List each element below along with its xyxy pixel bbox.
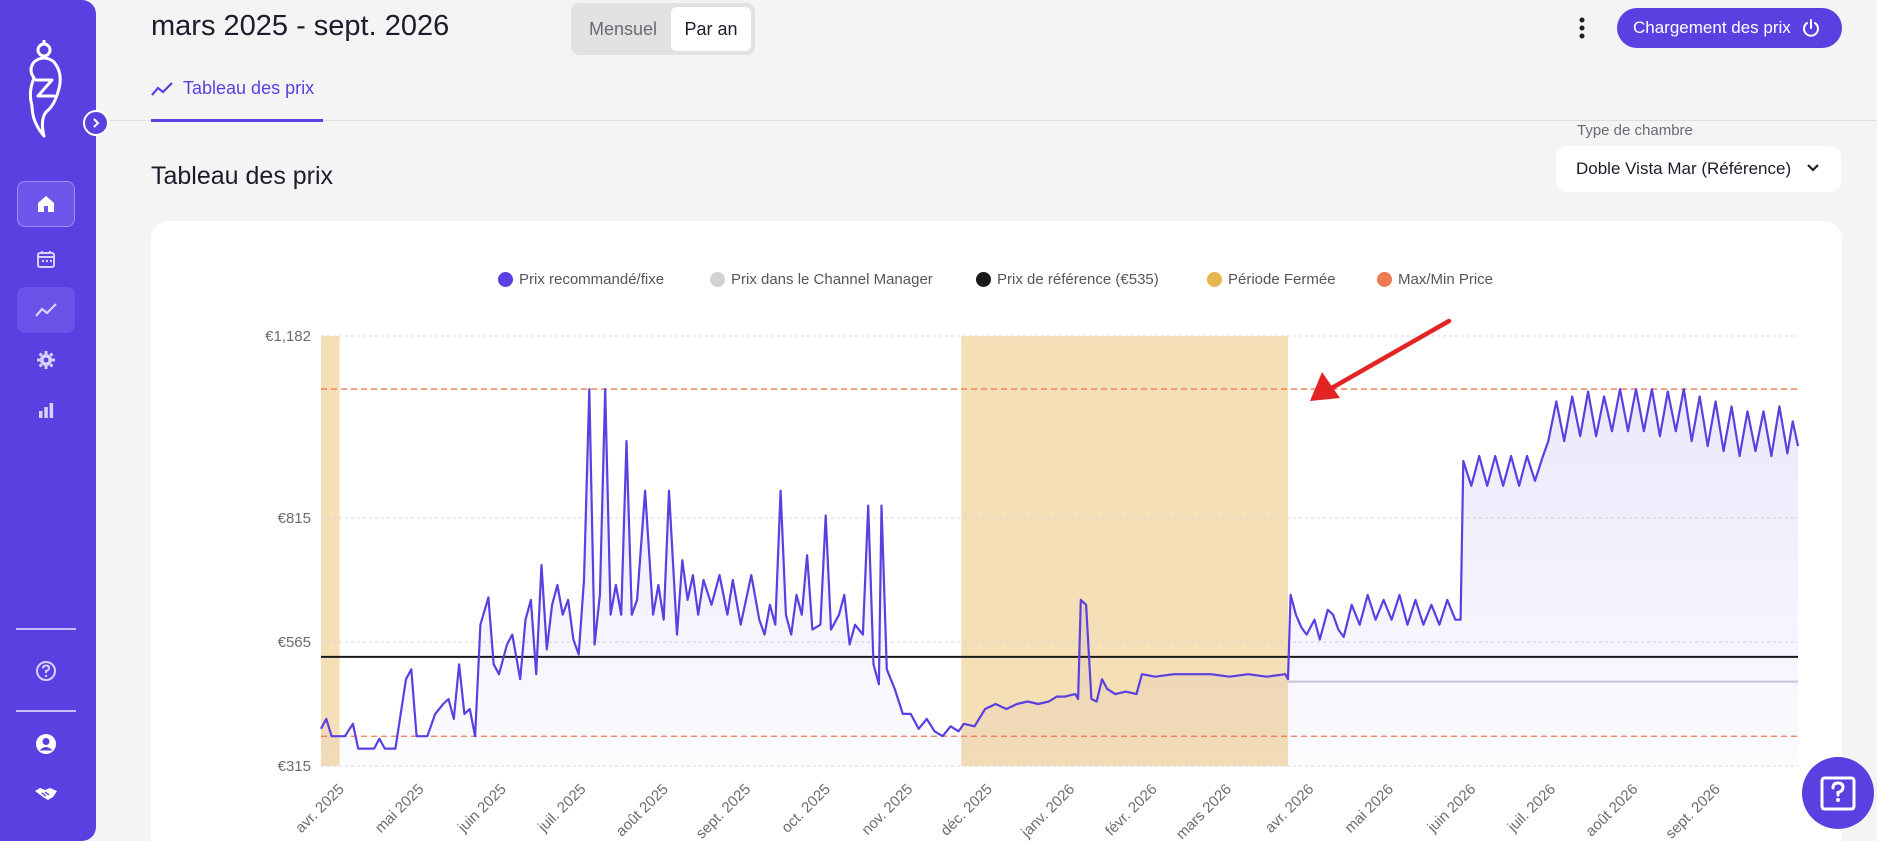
annotation-arrow-shaft [1327,318,1452,392]
x-tick-label: avr. 2026 [1262,781,1318,837]
x-tick-label: mars 2026 [1173,781,1235,841]
date-range-title: mars 2025 - sept. 2026 [151,10,450,42]
handshake-icon [35,788,57,800]
x-tick-label: janv. 2026 [1017,781,1078,841]
tab-label: Tableau des prix [183,78,315,98]
x-tick-label: févr. 2026 [1102,781,1161,840]
trend-line-icon [151,81,173,96]
legend-dot [1377,272,1392,287]
room-type-select[interactable]: Doble Vista Mar (Référence) [1556,146,1841,192]
power-icon [1802,19,1819,37]
sidebar-item-analytics[interactable] [17,387,75,433]
x-tick-label: juil. 2026 [1504,781,1559,836]
x-tick-label: mai 2026 [1341,781,1397,837]
y-tick-label: €565 [278,634,311,651]
legend-label: Période Fermée [1228,271,1336,288]
user-icon [36,734,56,754]
load-prices-button[interactable]: Chargement des prix [1617,8,1842,48]
series-area [321,389,1798,766]
sidebar-item-help[interactable] [17,648,75,694]
page-title: Tableau des prix [151,162,334,190]
header-divider [110,120,1877,121]
monthly-toggle-option[interactable]: Mensuel [588,18,658,39]
legend-dot [710,272,725,287]
legend-label: Prix dans le Channel Manager [731,271,933,288]
active-tab-indicator [151,119,323,122]
sidebar-divider [16,628,76,630]
legend-label: Max/Min Price [1398,271,1494,288]
x-tick-label: août 2025 [613,781,672,840]
x-tick-label: nov. 2025 [858,781,916,839]
legend-label: Prix recommandé/fixe [519,271,665,288]
room-type-value: Doble Vista Mar (Référence) [1576,159,1792,178]
recommended-price-line [320,388,1800,750]
sidebar-item-settings[interactable] [17,337,75,383]
y-tick-label: €1,182 [265,328,311,345]
legend-item[interactable]: Prix dans le Channel Manager [710,271,933,288]
x-tick-label: juin 2025 [454,781,510,837]
sidebar-divider [16,710,76,712]
sidebar [0,0,96,841]
x-tick-label: août 2026 [1582,781,1641,840]
kebab-menu-icon [1579,17,1585,39]
y-tick-label: €315 [278,758,311,775]
help-icon [36,661,56,681]
x-tick-label: sept. 2025 [693,781,755,841]
support-chat-button[interactable] [1802,757,1874,829]
y-tick-label: €815 [278,510,311,527]
annotation-arrow-head [1310,372,1340,401]
x-tick-label: déc. 2025 [937,781,996,840]
sidebar-item-calendar[interactable] [17,236,75,282]
legend-item[interactable]: Période Fermée [1207,271,1336,288]
genie-logo-icon [28,40,62,138]
sidebar-collapse-button[interactable] [83,110,109,136]
x-tick-label: juin 2026 [1424,781,1480,837]
legend-dot [976,272,991,287]
x-tick-label: oct. 2025 [778,781,834,837]
sidebar-item-home[interactable] [17,181,75,227]
home-icon [38,196,54,212]
view-toggle: Mensuel Par an [571,3,755,55]
x-tick-label: avr. 2025 [292,781,348,837]
tab-price-table[interactable]: Tableau des prix [151,78,314,99]
yearly-toggle-option[interactable]: Par an [671,7,751,51]
bar-chart-icon [39,403,54,418]
calendar-icon [37,251,55,268]
more-options-button[interactable] [1572,12,1592,44]
load-prices-label: Chargement des prix [1633,18,1791,37]
gear-icon [37,351,55,369]
x-tick-label: sept. 2026 [1662,781,1724,841]
chat-help-icon [1820,776,1856,811]
closed-period-band [321,336,340,766]
legend-dot [1207,272,1222,287]
legend-label: Prix de référence (€535) [997,271,1159,288]
legend-item[interactable]: Prix recommandé/fixe [498,271,664,288]
legend-item[interactable]: Prix de référence (€535) [976,271,1159,288]
x-tick-label: juil. 2025 [534,781,589,836]
sidebar-item-partners[interactable] [17,771,75,817]
sidebar-item-account[interactable] [17,721,75,767]
x-tick-label: mai 2025 [372,781,428,837]
sidebar-item-price-chart[interactable] [17,287,75,333]
legend-dot [498,272,513,287]
chevron-right-icon [93,118,100,128]
chevron-down-icon [1807,164,1819,172]
room-type-label: Type de chambre [1577,122,1693,139]
chart-icon [35,303,57,317]
legend-item[interactable]: Max/Min Price [1377,271,1493,288]
